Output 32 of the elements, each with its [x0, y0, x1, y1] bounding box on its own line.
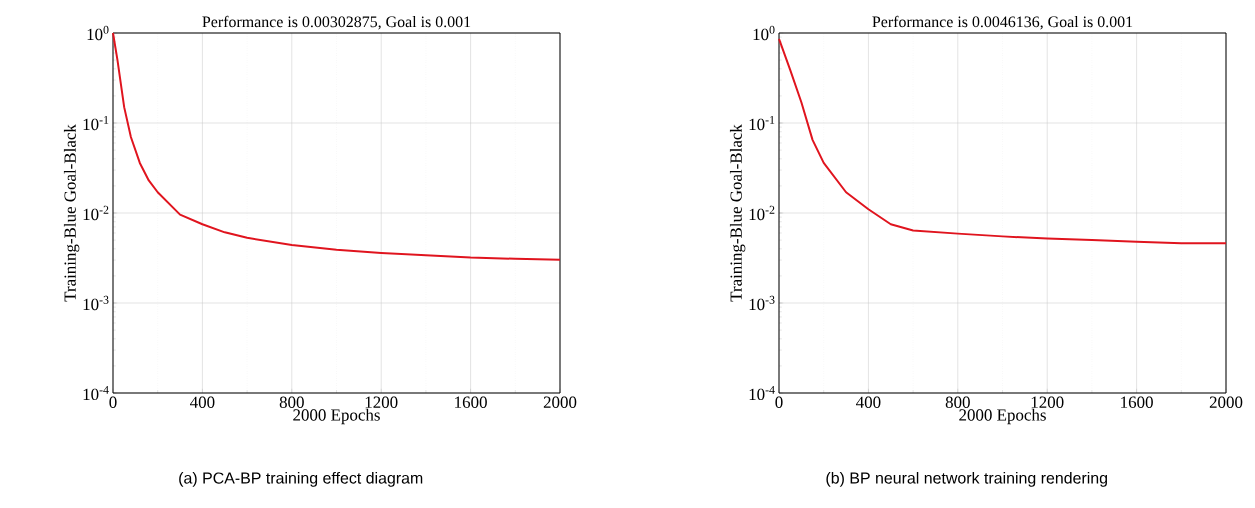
x-tick-label: 1600 [455, 396, 487, 408]
y-tick-label: 10$^{-2}$ [749, 205, 775, 221]
line-series [778, 37, 1228, 245]
x-axis-title: 2000 Epochs [293, 408, 380, 425]
line-series [112, 32, 561, 261]
x-tick-label: 800 [945, 396, 970, 408]
x-tick-label: 0 [109, 396, 117, 408]
x-tick-label: 2000 [1209, 396, 1243, 408]
text: (b) BP neural network training rendering [826, 471, 1107, 487]
x-tick-label: 1600 [1121, 396, 1153, 408]
x-tick-label: 1200 [1031, 396, 1064, 408]
y-tick-label: 10$^{-1}$ [749, 115, 775, 131]
text: (a) PCA-BP training effect diagram [179, 471, 423, 487]
x-tick-label: 1200 [365, 396, 398, 408]
y-axis-title: Training-Blue Goal-Black [729, 124, 746, 302]
chart-title: Performance is 0.00302875, Goal is 0.001 [202, 15, 471, 30]
y-tick-label: 10$^{-3}$ [749, 295, 775, 311]
y-tick-label: 10$^{-4}$ [83, 385, 109, 401]
x-tick-label: 0 [775, 396, 783, 408]
chart-title: Performance is 0.0046136, Goal is 0.001 [872, 15, 1133, 30]
y-axis-title: Training-Blue Goal-Black [63, 124, 80, 302]
x-tick-label: 800 [279, 396, 304, 408]
x-axis-title: 2000 Epochs [959, 408, 1046, 425]
x-tick-label: 2000 [543, 396, 577, 408]
x-tick-label: 400 [856, 396, 881, 408]
y-tick-label: 10$^{0}$ [753, 25, 775, 41]
y-tick-label: 10$^{-4}$ [749, 385, 775, 401]
y-tick-label: 10$^{0}$ [87, 25, 109, 41]
y-tick-label: 10$^{-1}$ [83, 115, 109, 131]
y-tick-label: 10$^{-2}$ [83, 205, 109, 221]
y-tick-label: 10$^{-3}$ [83, 295, 109, 311]
x-tick-label: 400 [190, 396, 215, 408]
